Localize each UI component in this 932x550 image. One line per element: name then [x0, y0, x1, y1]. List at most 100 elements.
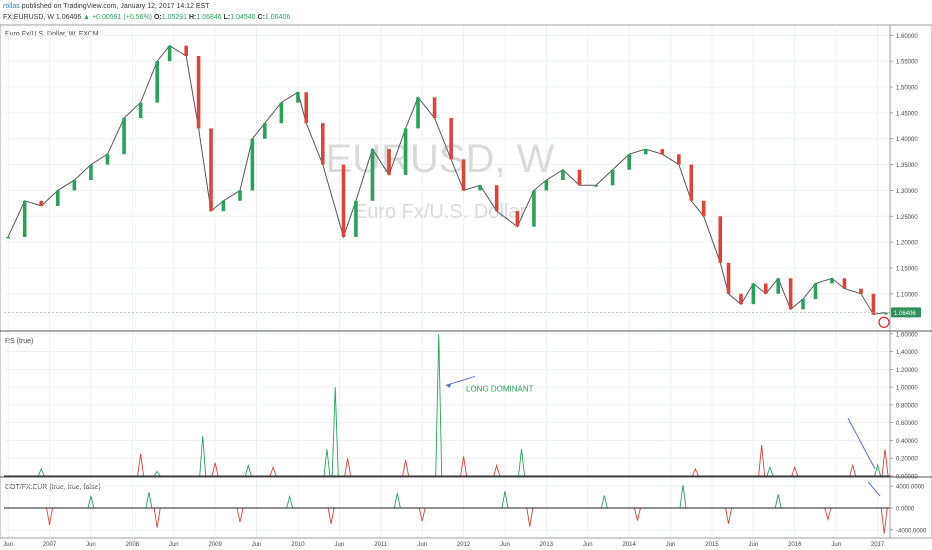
candle [627, 154, 631, 170]
x-tick-label: Jun [169, 542, 179, 548]
indicator-spike [501, 491, 509, 509]
x-tick-label: 2008 [126, 542, 140, 548]
x-tick-label: 2012 [457, 542, 471, 548]
candle [577, 169, 582, 186]
low-label: L: [223, 14, 231, 21]
candle [250, 138, 255, 191]
candle [449, 118, 453, 160]
x-tick-label: 2017 [871, 542, 885, 548]
y-tick-label: 0.40000 [896, 439, 918, 445]
grid-lines [4, 25, 890, 538]
candle [354, 200, 358, 237]
indicator-spike [393, 493, 401, 509]
candle [610, 169, 615, 186]
indicator-spike [880, 507, 888, 534]
candle [56, 190, 60, 206]
y-tick-label: 1.55000 [896, 60, 918, 66]
candle [22, 200, 27, 237]
change-arrow-icon: ▲ [83, 14, 91, 21]
indicator-spike [137, 453, 145, 477]
candle [196, 56, 201, 129]
y-tick-label: 1.20000 [896, 368, 918, 374]
indicator-spike [435, 333, 443, 477]
y-tick-label: 1.10000 [896, 292, 918, 298]
open-label: O: [153, 14, 162, 21]
candle [830, 278, 834, 284]
indicator-spike [774, 494, 782, 509]
candle [221, 200, 226, 212]
candle [776, 278, 781, 294]
indicator-spike [87, 495, 95, 509]
x-tick-label: Jun [3, 542, 13, 548]
y-tick-label: 0.20000 [896, 457, 918, 463]
indicator-spike [679, 485, 687, 509]
x-tick-label: Jun [252, 542, 262, 548]
candle [763, 283, 768, 294]
x-tick-label: 2007 [43, 542, 57, 548]
candle [89, 164, 93, 181]
annotation-arrow [445, 375, 476, 386]
indicator-spike [758, 444, 766, 477]
y-tick-label: 1.15000 [896, 266, 918, 272]
candle [304, 92, 309, 124]
candle [660, 149, 665, 155]
author-link[interactable]: rollas [3, 3, 20, 10]
y-tick-label: 1.40000 [896, 137, 918, 143]
cot-title: COT/FX:EUR (true, true, false) [5, 484, 101, 491]
candle [184, 45, 188, 57]
candle [341, 164, 346, 237]
candle [594, 185, 598, 187]
x-tick-label: Jun [583, 542, 593, 548]
change-value: +0.00591 (+0.56%) [92, 14, 152, 21]
candle [544, 180, 549, 191]
candle [320, 123, 325, 165]
price-line [7, 45, 886, 316]
symbol-label: FX:EURUSD, W [3, 14, 54, 21]
y-tick-label: 1.60000 [896, 332, 918, 338]
y-tick-label: 1.25000 [896, 215, 918, 221]
indicator-spike [849, 463, 857, 477]
candle [884, 312, 888, 315]
x-tick-label: 2015 [705, 542, 719, 548]
y-tick-label: 1.60000 [896, 34, 918, 40]
close-label: C: [257, 14, 265, 21]
indicator-spike [600, 495, 608, 509]
indicator-spike [327, 507, 335, 524]
candle [859, 288, 863, 294]
highlight-circle [878, 316, 890, 328]
x-tick-label: 2014 [622, 542, 636, 548]
candle [677, 154, 681, 165]
cot-series [46, 485, 888, 534]
close-value: 1.06406 [264, 14, 291, 21]
candle [494, 185, 499, 212]
x-tick-label: 2011 [374, 542, 388, 548]
indicator-spike [460, 456, 468, 477]
x-tick-label: Jun [86, 542, 96, 548]
high-value: 1.06846 [196, 14, 222, 21]
y-tick-label: 1.35000 [896, 163, 918, 169]
indicator-spike [153, 507, 161, 528]
indicator-spike [725, 507, 732, 524]
indicator-spike [331, 387, 339, 477]
x-tick-label: 2010 [291, 542, 305, 548]
x-tick-label: 2009 [208, 542, 222, 548]
candle [238, 190, 242, 201]
indicator-spike [402, 459, 410, 477]
indicator-spike [37, 467, 45, 477]
indicator-spike [145, 492, 153, 509]
y-tick-label: 1.20000 [896, 241, 918, 247]
indicator-spike [526, 507, 534, 527]
annotation-arrow [867, 481, 881, 497]
candle [370, 149, 375, 201]
candle [739, 293, 743, 305]
x-tick-label: Jun [749, 542, 759, 548]
y-tick-label: 0.00000 [896, 475, 918, 481]
candle [387, 149, 391, 175]
candle [416, 97, 420, 129]
candle [296, 92, 300, 103]
indicator-spike [46, 507, 53, 525]
indicator-spike [199, 435, 207, 477]
candle [751, 283, 756, 305]
rs-title: RS (true) [5, 338, 34, 345]
